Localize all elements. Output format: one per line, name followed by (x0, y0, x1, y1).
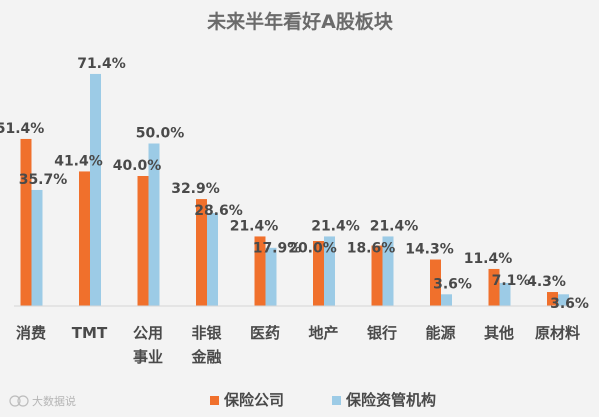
bar-insurance-company (79, 171, 90, 306)
bar-insurance-company (488, 268, 500, 306)
data-label: 41.4% (54, 153, 103, 169)
data-label: 21.4% (370, 218, 419, 234)
category-label: 能源 (425, 324, 455, 342)
bar-insurance-company (313, 241, 324, 306)
data-label: 51.4% (0, 121, 44, 137)
data-label: 71.4% (77, 56, 126, 72)
category-label: 消费 (16, 324, 46, 342)
watermark: 大数据说 (9, 394, 76, 408)
bar-insurance-company (547, 292, 558, 306)
bar-insurance-company (196, 199, 207, 306)
data-label: 18.6% (347, 240, 396, 256)
data-label: 40.0% (113, 158, 162, 174)
bar-insurance-company (430, 259, 441, 306)
category-label: TMT (72, 324, 108, 342)
watermark-logo-icon (9, 395, 29, 407)
bar-insurance-company (137, 176, 149, 306)
category-label: 地产 (308, 324, 338, 342)
data-label: 14.3% (405, 242, 454, 258)
data-label: 20.0% (288, 240, 337, 256)
bar-insurance-asset-manager (558, 294, 569, 306)
data-label: 21.4% (311, 218, 360, 234)
watermark-text: 大数据说 (32, 394, 76, 408)
bar-insurance-asset-manager (382, 236, 394, 306)
category-label: 医药 (250, 324, 280, 342)
bar-insurance-asset-manager (207, 213, 218, 306)
legend-swatch (332, 396, 341, 405)
category-label: 非银 (191, 324, 222, 342)
data-label: 4.3% (527, 274, 566, 290)
bar-insurance-asset-manager (265, 247, 277, 306)
category-label: 金融 (190, 348, 221, 366)
bars-group (20, 73, 569, 306)
legend-swatch (210, 396, 219, 405)
bar-insurance-company (254, 236, 266, 306)
data-label: 32.9% (171, 181, 220, 197)
data-label: 35.7% (19, 172, 68, 188)
category-label: 银行 (367, 324, 397, 342)
data-label: 3.6% (433, 276, 472, 292)
category-label: 其他 (484, 324, 514, 342)
legend: 保险公司 保险资管机构 (210, 391, 436, 409)
category-label: 原材料 (535, 324, 580, 342)
legend-label: 保险资管机构 (345, 391, 436, 409)
legend-label: 保险公司 (223, 391, 284, 409)
category-label: 公用 (133, 324, 163, 342)
bar-insurance-asset-manager (148, 143, 160, 306)
data-label: 17.9% (253, 240, 302, 256)
chart-title: 未来半年看好A股板块 (206, 10, 394, 33)
data-label: 3.6% (550, 296, 589, 312)
data-label: 7.1% (492, 273, 531, 289)
data-label: 11.4% (464, 251, 513, 267)
data-label: 21.4% (230, 218, 279, 234)
data-label: 50.0% (136, 126, 185, 142)
category-label: 事业 (133, 348, 163, 366)
bar-insurance-asset-manager (324, 236, 335, 306)
bar-insurance-asset-manager (90, 73, 101, 306)
bar-insurance-company (20, 138, 32, 306)
bar-insurance-asset-manager (31, 189, 43, 306)
data-labels-group: 51.4% 35.7% 41.4% 71.4% 40.0% 50.0% 32.9% 28.6%… (0, 56, 589, 312)
data-label: 28.6% (194, 203, 243, 219)
bar-insurance-asset-manager (441, 294, 452, 306)
bar-insurance-company (371, 245, 383, 306)
bar-insurance-asset-manager (499, 282, 511, 306)
